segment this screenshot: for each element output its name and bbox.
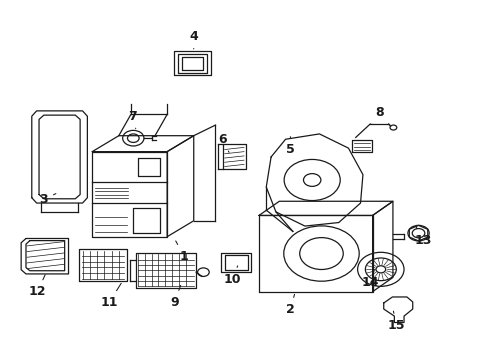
Text: 3: 3 bbox=[40, 193, 56, 206]
Text: 2: 2 bbox=[285, 294, 294, 316]
Text: 6: 6 bbox=[218, 133, 228, 152]
Text: 11: 11 bbox=[100, 283, 121, 309]
Text: 12: 12 bbox=[29, 275, 46, 298]
Text: 14: 14 bbox=[361, 270, 378, 289]
Text: 13: 13 bbox=[414, 227, 431, 247]
Text: 8: 8 bbox=[371, 106, 384, 125]
Text: 10: 10 bbox=[223, 266, 241, 286]
Text: 15: 15 bbox=[387, 311, 405, 332]
Text: 9: 9 bbox=[170, 285, 180, 309]
Text: 1: 1 bbox=[175, 241, 188, 263]
Text: 7: 7 bbox=[128, 110, 137, 129]
Text: 5: 5 bbox=[285, 137, 294, 156]
Text: 4: 4 bbox=[189, 30, 198, 49]
